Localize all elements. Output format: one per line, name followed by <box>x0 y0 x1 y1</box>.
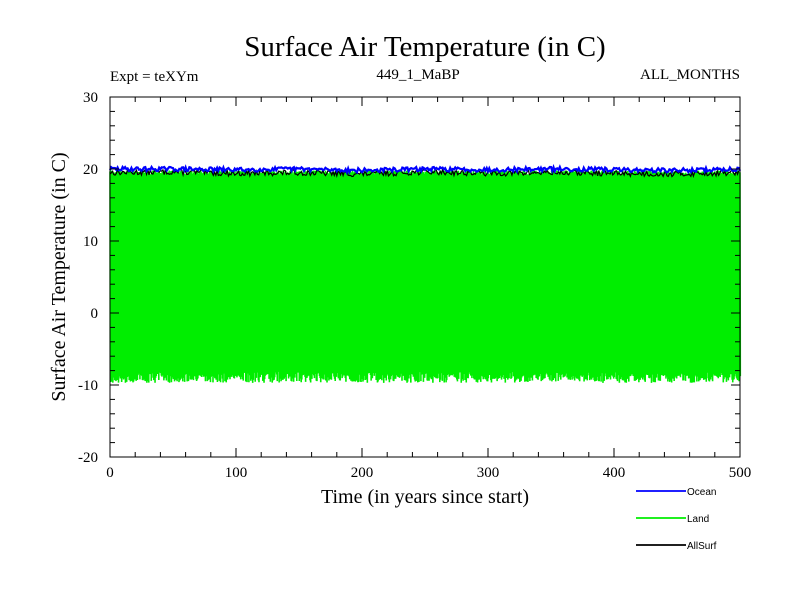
legend-label-allsurf: AllSurf <box>687 541 717 552</box>
series-ocean-line <box>108 163 742 176</box>
chart-title: Surface Air Temperature (in C) <box>244 31 605 63</box>
y-axis-label: Surface Air Temperature (in C) <box>48 152 70 401</box>
plot-frame <box>109 96 741 458</box>
series-land-line <box>109 170 742 383</box>
legend: Ocean Land AllSurf <box>636 487 717 552</box>
x-tick-label: 0 <box>106 465 114 481</box>
run-id-label: 449_1_MaBP <box>376 67 459 83</box>
y-tick-label: 0 <box>91 306 99 322</box>
y-tick-label: -10 <box>78 378 98 394</box>
y-tick-label: 30 <box>83 90 98 106</box>
x-axis-label: Time (in years since start) <box>321 486 529 508</box>
x-tick-label: 300 <box>477 465 500 481</box>
legend-label-land: Land <box>687 514 709 525</box>
x-tick-label: 400 <box>603 465 626 481</box>
x-tick-label: 500 <box>729 465 752 481</box>
y-tick-label: 10 <box>83 234 98 250</box>
axes: 0 100 200 300 400 500 -20 -10 0 10 20 30 <box>78 90 751 481</box>
plot-area <box>108 163 742 383</box>
x-tick-label: 200 <box>351 465 374 481</box>
y-tick-label: -20 <box>78 450 98 466</box>
y-tick-label: 20 <box>83 162 98 178</box>
x-tick-label: 100 <box>225 465 248 481</box>
months-label: ALL_MONTHS <box>640 67 740 83</box>
expt-label: Expt = teXYm <box>110 69 199 85</box>
legend-label-ocean: Ocean <box>687 487 716 498</box>
